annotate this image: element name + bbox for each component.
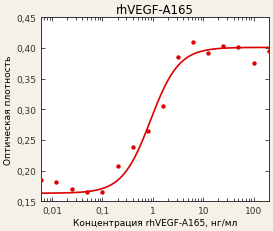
Point bbox=[54, 180, 58, 184]
Point bbox=[251, 62, 256, 66]
Title: rhVEGF-A165: rhVEGF-A165 bbox=[116, 4, 194, 17]
Point bbox=[206, 52, 210, 55]
Point bbox=[100, 190, 105, 194]
X-axis label: Концентрация rhVEGF-A165, нг/мл: Концентрация rhVEGF-A165, нг/мл bbox=[73, 218, 237, 227]
Point bbox=[130, 145, 135, 149]
Point bbox=[161, 105, 165, 109]
Point bbox=[267, 50, 271, 54]
Point bbox=[146, 129, 150, 133]
Point bbox=[176, 56, 180, 60]
Point bbox=[236, 46, 241, 50]
Point bbox=[191, 41, 196, 45]
Y-axis label: Оптическая плотность: Оптическая плотность bbox=[4, 55, 13, 164]
Point bbox=[221, 45, 225, 49]
Point bbox=[38, 178, 43, 182]
Point bbox=[70, 187, 74, 191]
Point bbox=[115, 164, 120, 168]
Point bbox=[85, 190, 90, 194]
